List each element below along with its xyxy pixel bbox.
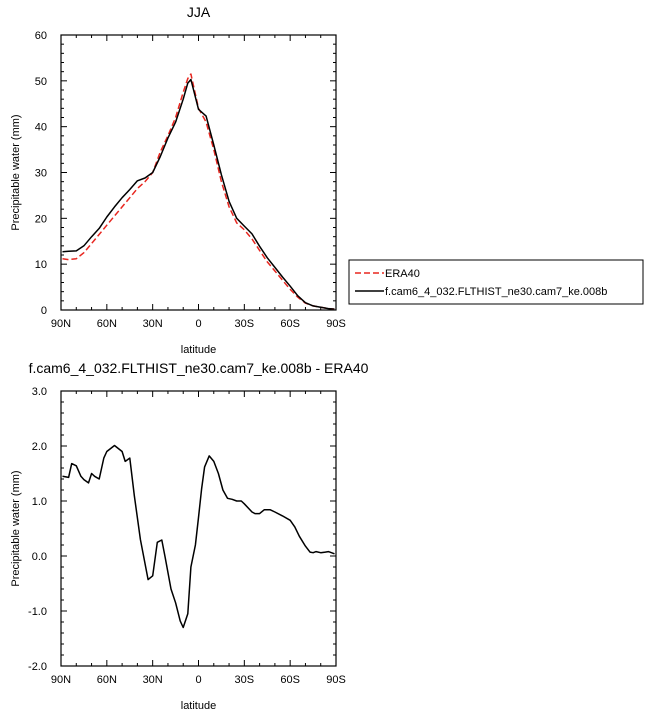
chart-title: f.cam6_4_032.FLTHIST_ne30.cam7_ke.008b -… xyxy=(29,360,369,376)
x-tick-label: 30N xyxy=(143,318,163,330)
series-line-2 xyxy=(62,78,335,310)
legend-label-2: f.cam6_4_032.FLTHIST_ne30.cam7_ke.008b xyxy=(385,286,607,298)
y-tick-label: 60 xyxy=(35,30,47,42)
legend-box xyxy=(348,259,644,305)
y-axis-label: Precipitable water (mm) xyxy=(10,114,22,230)
x-tick-label: 0 xyxy=(195,318,201,330)
x-tick-label: 0 xyxy=(195,674,201,686)
y-tick-label: -2.0 xyxy=(28,661,47,673)
x-tick-label: 90N xyxy=(51,674,71,686)
x-tick-label: 90N xyxy=(51,318,71,330)
x-tick-label: 30N xyxy=(143,674,163,686)
y-tick-label: 40 xyxy=(35,122,47,134)
x-tick-label: 60S xyxy=(280,674,300,686)
y-tick-label: 3.0 xyxy=(32,386,47,398)
y-tick-label: 1.0 xyxy=(32,496,47,508)
x-tick-label: 90S xyxy=(326,674,346,686)
y-tick-label: 50 xyxy=(35,76,47,88)
y-tick-label: 0.0 xyxy=(32,551,47,563)
y-tick-label: 10 xyxy=(35,259,47,271)
x-tick-label: 60N xyxy=(97,674,117,686)
x-axis-label: latitude xyxy=(181,344,216,356)
y-tick-label: 0 xyxy=(41,305,47,317)
legend-label-1: ERA40 xyxy=(385,268,420,280)
chart-1: JJA 90N 60N 30N 0 30S 60S 90S 0 10 20 30 40 50 60 latit… xyxy=(10,4,644,356)
series-line-1 xyxy=(62,73,335,310)
x-axis-label: latitude xyxy=(181,700,216,712)
legend: ERA40 f.cam6_4_032.FLTHIST_ne30.cam7_ke.0… xyxy=(348,259,644,305)
x-tick-label: 60N xyxy=(97,318,117,330)
plot-frame xyxy=(60,34,337,311)
y-tick-label: 2.0 xyxy=(32,441,47,453)
x-tick-label: 30S xyxy=(235,674,255,686)
chart-2: f.cam6_4_032.FLTHIST_ne30.cam7_ke.008b -… xyxy=(10,360,369,712)
y-axis-label: Precipitable water (mm) xyxy=(10,470,22,586)
y-tick-label: 30 xyxy=(35,168,47,180)
y-tick-label: -1.0 xyxy=(28,606,47,618)
x-tick-label: 90S xyxy=(326,318,346,330)
x-tick-label: 30S xyxy=(235,318,255,330)
series-line-1 xyxy=(62,444,335,629)
x-tick-label: 60S xyxy=(280,318,300,330)
chart-title: JJA xyxy=(187,4,211,20)
y-tick-label: 20 xyxy=(35,213,47,225)
